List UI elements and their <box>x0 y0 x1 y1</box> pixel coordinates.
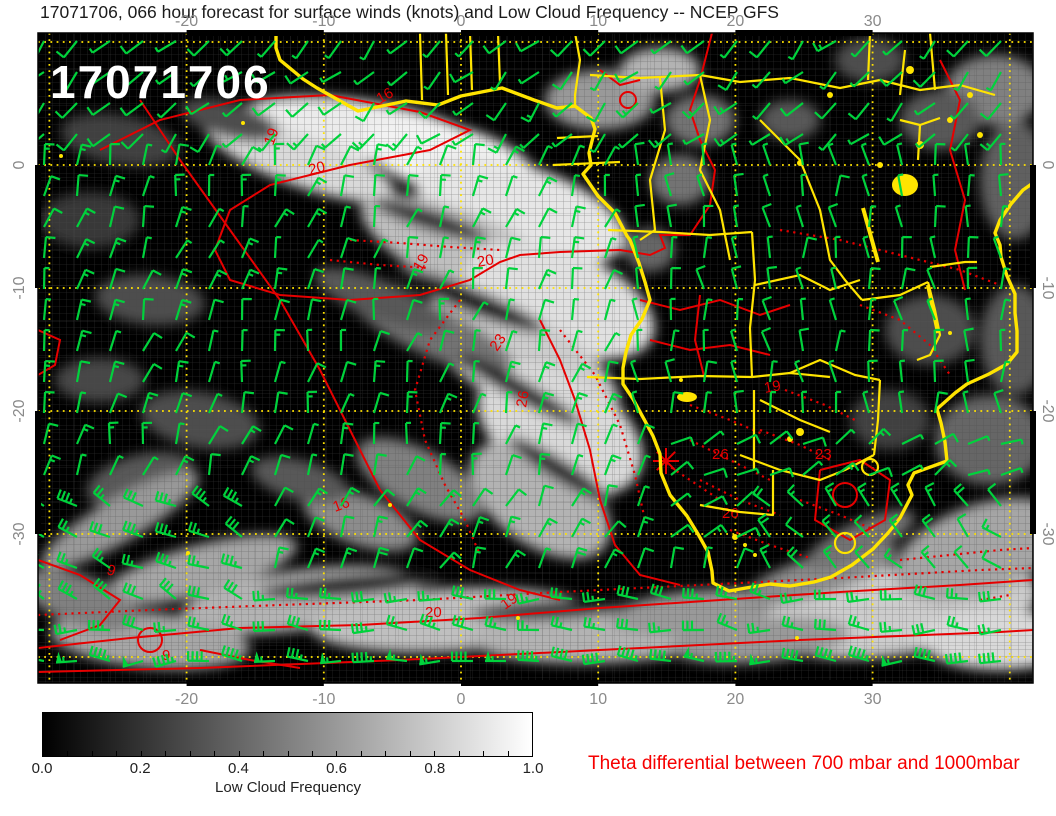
svg-text:19: 19 <box>763 377 782 397</box>
run-timestamp-stamp: 17071706 <box>50 56 271 108</box>
lat-tick-left: -30 <box>11 522 28 546</box>
colorbar-minor-tick <box>238 751 240 756</box>
colorbar-minor-tick <box>483 751 485 756</box>
svg-text:20: 20 <box>476 251 495 271</box>
lon-tick-bottom: 30 <box>863 691 882 708</box>
colorbar-tick-label: 0.4 <box>227 760 249 777</box>
colorbar-minor-tick <box>189 751 191 756</box>
colorbar-minor-tick <box>165 751 167 756</box>
colorbar-tick-label: 0.8 <box>424 760 446 777</box>
lat-tick-right: -20 <box>1039 399 1056 423</box>
lon-tick-top: -20 <box>175 13 199 30</box>
colorbar-minor-tick <box>385 751 387 756</box>
svg-text:19: 19 <box>410 251 433 274</box>
lon-tick-top: 30 <box>863 13 882 30</box>
svg-text:26: 26 <box>513 389 533 408</box>
lon-tick-bottom: 20 <box>726 691 745 708</box>
lat-tick-left: -20 <box>11 399 28 423</box>
map-frame <box>37 32 1034 684</box>
colorbar-gradient <box>43 713 532 756</box>
colorbar-minor-tick <box>91 751 93 756</box>
svg-text:20: 20 <box>307 158 328 179</box>
svg-text:16: 16 <box>374 84 397 107</box>
colorbar-tick-label: 0.2 <box>129 760 151 777</box>
colorbar-minor-tick <box>434 751 436 756</box>
forecast-map: 19 20 16 19 20 23 26 16 9 9 20 19 26 23 26 19 17071706 <box>35 30 1036 686</box>
lon-tick-top: 0 <box>456 13 466 30</box>
colorbar-minor-tick <box>336 751 338 756</box>
colorbar-minor-tick <box>409 751 411 756</box>
colorbar-minor-tick <box>287 751 289 756</box>
lon-tick-top: -10 <box>312 13 336 30</box>
lon-tick-bottom: -20 <box>175 691 199 708</box>
lon-tick-bottom: -10 <box>312 691 336 708</box>
page-title: 17071706, 066 hour forecast for surface … <box>40 2 779 22</box>
svg-text:20: 20 <box>425 604 442 621</box>
colorbar-minor-tick <box>214 751 216 756</box>
lon-tick-top: 20 <box>726 13 745 30</box>
colorbar-minor-tick <box>140 751 142 756</box>
svg-text:26: 26 <box>712 446 729 463</box>
colorbar-minor-tick <box>360 751 362 756</box>
colorbar-tick-label: 0.6 <box>326 760 348 777</box>
wind-barbs-layer <box>38 40 1024 668</box>
colorbar-minor-tick <box>458 751 460 756</box>
colorbar-minor-tick <box>311 751 313 756</box>
lat-tick-right: -30 <box>1039 522 1056 546</box>
colorbar <box>42 712 533 757</box>
colorbar-minor-tick <box>67 751 69 756</box>
lon-tick-top: 10 <box>589 13 608 30</box>
svg-text:19: 19 <box>498 590 521 613</box>
lon-tick-bottom: 0 <box>456 691 466 708</box>
colorbar-minor-tick <box>263 751 265 756</box>
colorbar-title: Low Cloud Frequency <box>215 779 361 796</box>
lat-tick-left: 0 <box>11 160 28 170</box>
colorbar-tick-label: 1.0 <box>522 760 544 777</box>
colorbar-minor-tick <box>116 751 118 756</box>
theta-caption: Theta differential between 700 mbar and … <box>588 753 1020 774</box>
lon-tick-bottom: 10 <box>589 691 608 708</box>
lat-tick-right: 0 <box>1039 160 1056 170</box>
colorbar-minor-tick <box>507 751 509 756</box>
colorbar-tick-label: 0.0 <box>31 760 53 777</box>
lat-tick-right: -10 <box>1039 276 1056 300</box>
lat-tick-left: -10 <box>11 276 28 300</box>
svg-text:26: 26 <box>722 505 739 522</box>
svg-text:23: 23 <box>815 446 832 463</box>
svg-text:23: 23 <box>486 331 509 354</box>
